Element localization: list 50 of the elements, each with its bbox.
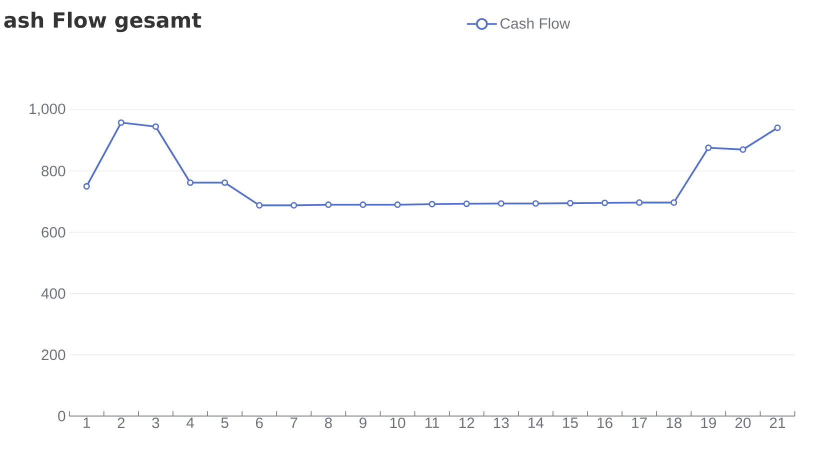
point [774, 124, 781, 132]
point [325, 201, 332, 208]
x-tick-label: 6 [256, 418, 263, 428]
x-tick-label: 21 [770, 418, 786, 428]
x-tick-label: 3 [152, 418, 160, 428]
x-tick-label: 16 [598, 418, 612, 428]
y-tick-label: 1,000 [30, 104, 66, 116]
point [186, 179, 194, 186]
point [498, 200, 504, 207]
point [152, 123, 159, 130]
x-tick-label: 15 [563, 418, 578, 428]
x-tick-label: 8 [324, 418, 332, 428]
point [256, 202, 263, 209]
x-tick-label: 10 [390, 418, 406, 428]
point [670, 199, 678, 206]
x-tick-label: 17 [632, 418, 647, 428]
x-tick-label: 14 [528, 418, 544, 428]
point [118, 119, 124, 126]
y-tick-label: 800 [42, 166, 66, 176]
point [740, 146, 746, 153]
x-tick-label: 12 [459, 418, 474, 428]
x-tick-label: 1 [84, 418, 90, 428]
point [566, 200, 574, 206]
x-tick-label: 5 [221, 418, 228, 428]
x-tick-label: 9 [360, 418, 366, 428]
y-tick-label: 600 [42, 226, 66, 238]
point [394, 201, 401, 208]
point [463, 200, 470, 208]
x-tick-label: 7 [290, 418, 298, 428]
point [83, 183, 90, 190]
point [290, 202, 298, 209]
x-tick-label: 4 [186, 418, 194, 428]
legend-label: Cash Flow [500, 18, 570, 29]
point [602, 200, 608, 206]
point [222, 179, 228, 186]
x-tick-label: 13 [494, 418, 509, 428]
point [705, 144, 712, 152]
x-tick-label: 11 [425, 418, 440, 428]
x-tick-label: 18 [666, 418, 682, 428]
point [360, 201, 366, 208]
y-tick-label: 0 [58, 410, 66, 422]
y-tick-label: 200 [42, 350, 66, 360]
x-tick-label: 20 [735, 418, 751, 428]
point [636, 199, 643, 206]
point [428, 200, 436, 208]
y-tick-label: 400 [41, 288, 66, 299]
x-tick-label: 2 [118, 418, 125, 428]
chart-title: ash Flow gesamt [4, 12, 202, 32]
point [532, 200, 539, 207]
x-tick-label: 19 [701, 418, 716, 428]
